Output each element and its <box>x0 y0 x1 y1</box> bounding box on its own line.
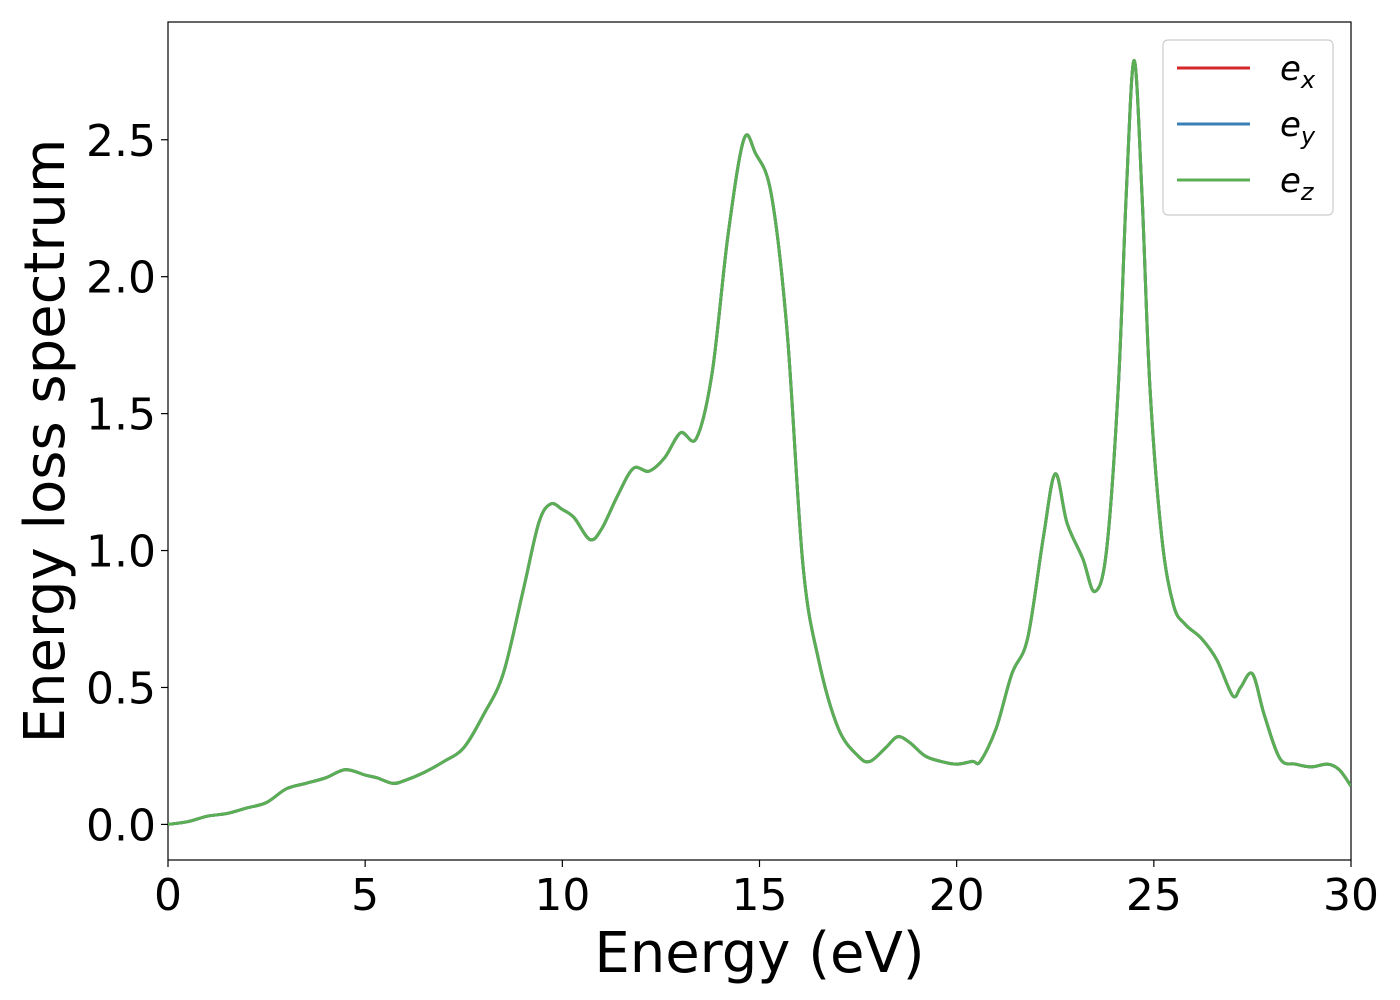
x-tick-label: 20 <box>929 870 985 921</box>
y-tick-label: 0.0 <box>86 800 156 851</box>
y-tick-label: 0.5 <box>86 663 156 714</box>
series-line-e-z <box>168 58 1351 826</box>
legend-subscript-e-z: z <box>1300 178 1315 206</box>
x-tick-label: 25 <box>1126 870 1182 921</box>
x-tick-label: 10 <box>534 870 590 921</box>
y-tick-label: 2.5 <box>86 116 156 167</box>
x-tick-label: 0 <box>154 870 182 921</box>
legend-box <box>1162 39 1334 216</box>
x-tick-label: 15 <box>732 870 788 921</box>
series-layer <box>168 58 1351 826</box>
y-tick-label: 1.5 <box>86 390 156 441</box>
x-axis-title: Energy (eV) <box>594 921 924 986</box>
legend-subscript-e-x: x <box>1300 66 1316 94</box>
y-tick-label: 2.0 <box>86 253 156 304</box>
x-tick-label: 5 <box>351 870 379 921</box>
x-tick-label: 30 <box>1323 870 1379 921</box>
y-axis-title: Energy loss spectrum <box>13 139 78 744</box>
y-tick-label: 1.0 <box>86 527 156 578</box>
ticks-layer: 0 5 10 15 20 25 30 0.0 0.5 1.0 1.5 2.0 2.5 <box>86 116 1379 921</box>
legend-subscript-e-y: y <box>1300 122 1316 150</box>
